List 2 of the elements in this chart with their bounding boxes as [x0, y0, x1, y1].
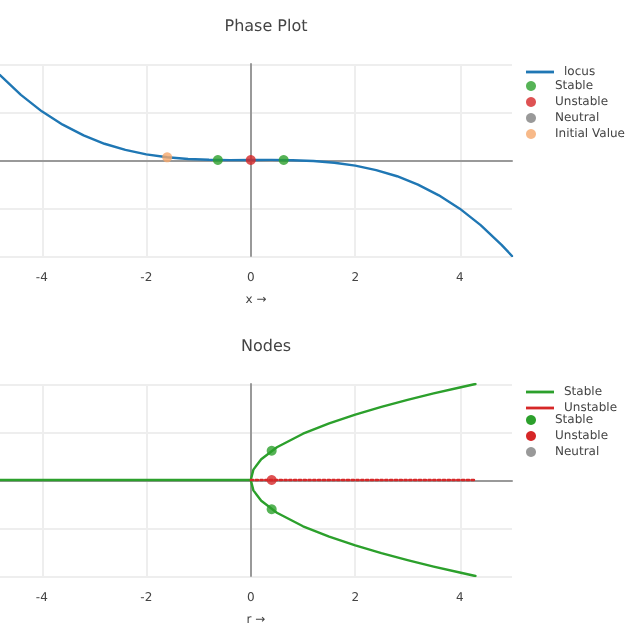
chart-title: Nodes [240, 337, 292, 355]
chart-title: Phase Plot [224, 17, 308, 35]
